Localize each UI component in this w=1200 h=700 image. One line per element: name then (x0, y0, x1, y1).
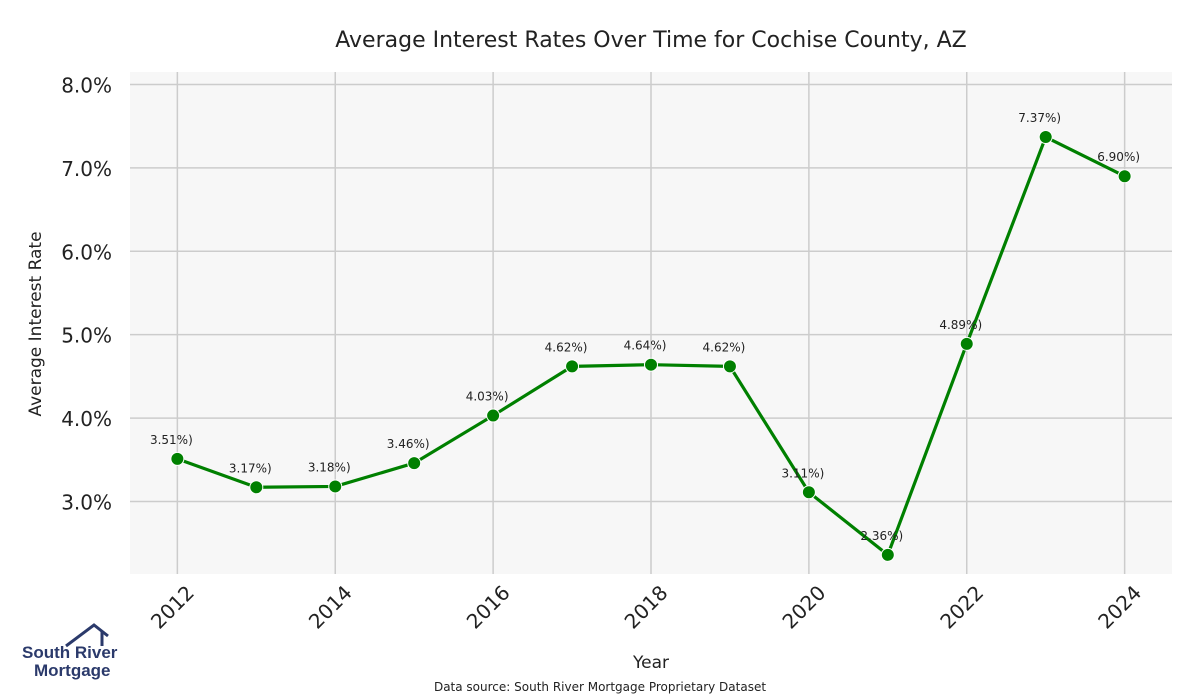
x-tick-label: 2020 (777, 581, 830, 634)
y-tick-label: 8.0% (61, 74, 112, 98)
x-axis-label: Year (632, 653, 669, 673)
data-point (249, 480, 264, 495)
data-label: 3.17%) (229, 461, 272, 475)
data-source-note: Data source: South River Mortgage Propri… (433, 680, 767, 694)
logo-text-line1: South River (22, 643, 118, 662)
y-axis-ticks: 3.0% 4.0% 5.0% 6.0% 7.0% 8.0% (61, 74, 112, 515)
x-axis-ticks: 2012 2014 2016 2018 2020 2022 2024 (146, 581, 1146, 634)
data-label: 3.51%) (150, 433, 193, 447)
data-labels: 3.51%) 3.17%) 3.18%) 3.46%) 4.03%) 4.62%) 4.64… (150, 111, 1140, 543)
data-label: 6.90%) (1097, 150, 1140, 164)
y-tick-label: 3.0% (61, 490, 112, 514)
data-label: 2.36%) (860, 529, 903, 543)
company-logo: South River Mortgage (20, 622, 118, 682)
data-point (959, 336, 974, 351)
y-tick-label: 4.0% (61, 407, 112, 431)
data-point (1117, 169, 1132, 184)
data-point (1038, 130, 1053, 145)
chart-title: Average Interest Rates Over Time for Coc… (335, 28, 966, 53)
x-tick-label: 2022 (935, 581, 988, 634)
data-point (565, 359, 580, 374)
logo-text-line2: Mortgage (34, 661, 111, 680)
data-point (801, 485, 816, 500)
data-label: 4.64%) (624, 339, 667, 353)
data-point (170, 451, 185, 466)
house-roof-icon (65, 623, 109, 648)
data-label: 3.18%) (308, 460, 351, 474)
y-axis-label: Average Interest Rate (26, 231, 46, 416)
data-label: 3.11%) (781, 466, 824, 480)
data-points (170, 130, 1132, 562)
x-tick-label: 2024 (1093, 581, 1146, 634)
x-tick-label: 2018 (620, 581, 673, 634)
x-tick-label: 2012 (146, 581, 199, 634)
data-point (407, 456, 422, 471)
data-label: 3.46%) (387, 437, 430, 451)
data-label: 4.62%) (703, 340, 746, 354)
data-point (328, 479, 343, 494)
data-label: 4.89%) (939, 318, 982, 332)
x-tick-label: 2016 (462, 581, 515, 634)
data-point (722, 359, 737, 374)
data-point (880, 547, 895, 562)
data-label: 4.03%) (466, 390, 509, 404)
data-point (644, 357, 658, 372)
x-tick-label: 2014 (304, 581, 357, 634)
y-tick-label: 5.0% (61, 324, 112, 348)
y-tick-label: 6.0% (61, 240, 112, 264)
data-label: 7.37%) (1018, 111, 1061, 125)
data-label: 4.62%) (545, 340, 588, 354)
data-point (486, 408, 501, 423)
y-tick-label: 7.0% (61, 157, 112, 181)
